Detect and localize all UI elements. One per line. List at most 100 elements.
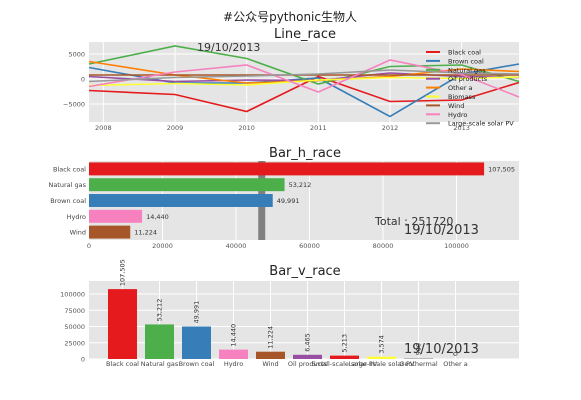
bar-h-race-category-label: Brown coal: [50, 197, 86, 205]
bar-v-race-value-labels: 107,505 53,212 49,991 14,440 11,224 6,465 5,21…: [119, 259, 460, 356]
bar-h-race-x-tick-label: 100000: [444, 242, 469, 250]
line-race-series-line: [88, 75, 520, 113]
bar-h-race-bar: [89, 209, 143, 223]
bar-v-race-bar: [108, 289, 137, 359]
bar-v-race-value-label: 49,991: [193, 301, 201, 324]
bar-v-race-value-label: 900: [415, 343, 423, 355]
line-race-series-line: [88, 76, 520, 87]
bar-h-race-value-label: 14,440: [146, 213, 169, 221]
line-race-y-tick-label: −5000: [63, 101, 85, 109]
bar-h-race-category-label: Black coal: [53, 165, 86, 173]
bar-v-race-date-label: 19/10/2013: [404, 342, 479, 357]
line-race-series-line: [88, 69, 520, 83]
legend-label: Natural gas: [448, 66, 486, 74]
bar-h-race-x-tick-label: 0: [87, 242, 91, 250]
bar-v-race-bars: [108, 289, 433, 359]
line-race-x-tick-label: 2008: [95, 124, 112, 132]
bar-v-race-bar: [293, 354, 322, 359]
line-race-date-label: 19/10/2013: [197, 41, 260, 54]
bar-v-race-value-label: 14,440: [230, 324, 238, 347]
bar-v-race-bar: [182, 326, 211, 359]
bar-v-race-title: Bar_v_race: [269, 264, 340, 279]
bar-v-race-category-label: Black coal: [106, 360, 139, 368]
bar-h-race-category-label: Natural gas: [48, 181, 86, 189]
bar-h-race-category-label: Wind: [70, 229, 86, 237]
bar-v-race-category-label: Oil products: [288, 360, 328, 368]
bar-v-race-category-label: Brown coal: [179, 360, 215, 368]
bar-v-race-bar: [256, 351, 285, 359]
bar-h-race-x-tick-label: 20000: [152, 242, 173, 250]
bar-h-race-value-labels: 107,505 53,212 49,991 14,440 11,224: [134, 165, 515, 236]
bar-v-race-y-tick-label: 25000: [64, 339, 85, 347]
line-race-title: Line_race: [274, 27, 336, 42]
line-race-y-ticks: 5000 0 −5000: [63, 51, 85, 109]
bar-v-race-y-tick-label: 0: [81, 356, 85, 364]
bar-h-race-x-ticks: 0 20000 40000 60000 80000 100000: [87, 242, 469, 250]
bar-v-race-bar: [367, 356, 396, 359]
bar-v-race-value-label: 3,574: [378, 335, 386, 354]
legend-label: Other a: [448, 84, 473, 92]
bar-v-race-value-label: 0: [452, 352, 460, 356]
bar-v-race-value-label: 5,213: [341, 334, 349, 353]
line-race-x-tick-label: 2011: [310, 124, 327, 132]
bar-h-race-bar: [89, 162, 485, 176]
bar-v-race-category-label: Other a: [443, 360, 468, 368]
bar-h-race-date-label: 19/10/2013: [404, 223, 479, 238]
bar-v-race-bar: [219, 349, 248, 359]
line-race-series-lines: [88, 45, 520, 118]
bar-h-race-x-tick-label: 60000: [299, 242, 320, 250]
legend-label: Brown coal: [448, 57, 484, 65]
bar-h-race-value-label: 107,505: [488, 165, 515, 173]
line-race-series-line: [88, 59, 520, 98]
bar-v-race-value-label: 6,465: [304, 333, 312, 352]
line-race-x-tick-label: 2009: [167, 124, 184, 132]
line-race-x-tick-label: 2012: [382, 124, 399, 132]
bar-v-race-category-label: Small-scale solar PV: [312, 360, 378, 368]
bar-h-race-value-label: 53,212: [289, 181, 312, 189]
bar-v-race-category-label: Large-scale solar PV: [349, 360, 415, 368]
bar-h-race-x-tick-label: 40000: [226, 242, 247, 250]
bar-h-race-bar: [89, 178, 285, 192]
figure-suptitle: #公众号pythonic生物人: [223, 10, 357, 24]
bar-v-race-panel: 0 25000 50000 75000 100000 Black coal Natural…: [60, 259, 519, 368]
bar-h-race-bars: [89, 162, 485, 239]
bar-v-race-category-label: Geothermal: [399, 360, 438, 368]
legend-label: Wind: [448, 102, 464, 110]
legend-label: Black coal: [448, 49, 481, 57]
bar-v-race-value-label: 107,505: [119, 259, 127, 286]
line-race-x-tick-label: 2013: [453, 124, 470, 132]
legend-label: Biomass: [448, 93, 476, 101]
bar-h-race-bar: [89, 194, 273, 207]
line-race-x-ticks: 2008 2009 2010 2011 2012 2013: [95, 124, 470, 132]
bar-v-race-category-labels: Black coal Natural gas Brown coal Hydro Wind…: [106, 360, 468, 368]
bar-v-race-value-label: 11,224: [267, 326, 275, 349]
bar-v-race-y-tick-label: 75000: [64, 307, 85, 315]
bar-h-race-total-label: Total : 251720: [374, 215, 453, 228]
bar-h-race-value-label: 49,991: [277, 197, 300, 205]
bar-v-race-bar: [145, 324, 174, 359]
bar-h-race-panel: 0 20000 40000 60000 80000 100000 Black coal Na…: [48, 146, 519, 250]
line-race-x-tick-label: 2010: [238, 124, 255, 132]
bar-h-race-category-label: Hydro: [67, 213, 86, 221]
bar-v-race-category-label: Wind: [262, 360, 278, 368]
bar-v-race-bar: [404, 358, 433, 359]
bar-h-race-x-tick-label: 80000: [373, 242, 394, 250]
bar-v-race-y-tick-label: 50000: [64, 323, 85, 331]
bar-h-race-category-labels: Black coal Natural gas Brown coal Hydro Wind: [48, 165, 86, 236]
bar-h-race-title: Bar_h_race: [269, 146, 341, 161]
legend-label: Oil products: [448, 75, 488, 83]
legend-label: Hydro: [448, 111, 467, 119]
line-race-y-tick-label: 5000: [68, 51, 85, 59]
bar-v-race-category-label: Hydro: [224, 360, 243, 368]
legend-label: Large-scale solar PV: [448, 120, 514, 128]
bar-h-race-value-label: 11,224: [134, 229, 157, 237]
bar-v-race-bar: [330, 355, 359, 359]
bar-v-race-value-label: 53,212: [156, 299, 164, 322]
bar-v-race-category-label: Natural gas: [141, 360, 179, 368]
bar-v-race-y-tick-label: 100000: [60, 291, 85, 299]
line-race-panel: 2008 2009 2010 2011 2012 2013 5000 0 −5000 Blac…: [63, 27, 520, 132]
line-race-series-line: [88, 45, 520, 85]
